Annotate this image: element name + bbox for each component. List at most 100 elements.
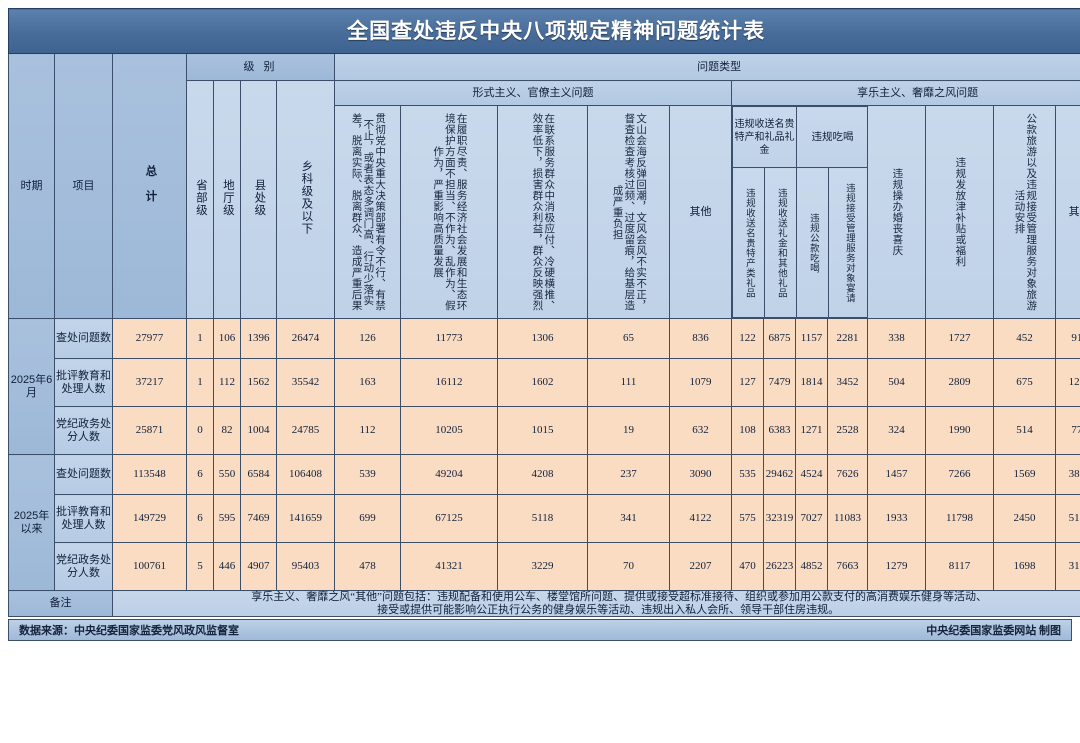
table-row: 党纪政务处分人数 25871 0 82 1004 24785 112 10205… bbox=[9, 406, 1080, 455]
note-body-cell: 享乐主义、奢靡之风“其他”问题包括：违规配备和使用公车、楼堂馆所问题、提供或接受… bbox=[111, 589, 1080, 618]
cell-hedo6-b1-r1: 2450 bbox=[993, 494, 1056, 543]
cell-hedo5-b1-r1: 11798 bbox=[925, 494, 994, 543]
cell-hedo4-b1-r0: 1457 bbox=[867, 454, 926, 495]
header-item: 项目 bbox=[54, 53, 113, 319]
cell-hedo2-b1-r0: 4524 bbox=[795, 454, 828, 495]
cell-form0-b1-r0: 539 bbox=[334, 454, 401, 495]
cell-form2-b1-r0: 4208 bbox=[497, 454, 588, 495]
note-label: 备注 bbox=[49, 597, 72, 610]
cell-hedo6-b1-r0: 1569 bbox=[993, 454, 1056, 495]
cell-hedo0-b1-r1: 575 bbox=[731, 494, 764, 543]
cell-hedo1-b0-r1: 7479 bbox=[763, 358, 796, 407]
header-col-banquet: 违规接受管理服务对象宴请 bbox=[828, 167, 869, 318]
table-row: 党纪政务处分人数 100761 5 446 4907 95403 478 413… bbox=[9, 542, 1080, 591]
cell-level1-b1-r1: 595 bbox=[213, 494, 241, 543]
header-col-formalism-3-label: 在联系服务群众中消极应付、冷硬横推、效率低下，损害群众利益，群众反映强烈 bbox=[531, 113, 555, 311]
cell-form3-b1-r0: 237 bbox=[587, 454, 670, 495]
table-row: 批评教育和处理人数 149729 6 595 7469 141659 699 6… bbox=[9, 494, 1080, 543]
note-line-1: 享乐主义、奢靡之风“其他”问题包括：违规配备和使用公车、楼堂馆所问题、提供或接受… bbox=[251, 591, 987, 603]
cell-level0-b1-r2: 5 bbox=[186, 542, 214, 591]
header-col-wedding-funeral: 违规操办婚丧喜庆 bbox=[867, 105, 926, 319]
cell-form0-b0-r2: 112 bbox=[334, 406, 401, 455]
header-col-formalism-other: 其他 bbox=[669, 105, 732, 319]
cell-form2-b1-r2: 3229 bbox=[497, 542, 588, 591]
cell-hedo2-b1-r2: 4852 bbox=[795, 542, 828, 591]
header-hedonism-sub-row: 违规收送名贵特产类礼品 违规收送礼金和其他礼品 违规公款吃喝 违规接受管理服务对… bbox=[732, 167, 869, 318]
header-col-hedonism-other: 其他 bbox=[1054, 105, 1080, 319]
cell-hedo3-b1-r2: 7663 bbox=[827, 542, 868, 591]
header-col-public-funds-dining: 违规公款吃喝 bbox=[796, 167, 829, 318]
header-col-gift-money-label: 违规收送礼金和其他礼品 bbox=[775, 187, 786, 298]
header-col-formalism-2-label: 在履职尽责、服务经济社会发展和生态环境保护方面不担当、不作为、乱作为、假作为，严… bbox=[432, 113, 467, 311]
header-group-gift: 违规收送名贵特产和礼品礼金 bbox=[732, 106, 797, 168]
cell-form2-b0-r0: 1306 bbox=[497, 318, 588, 359]
cell-hedo3-b0-r0: 2281 bbox=[827, 318, 868, 359]
header-col-gift-money: 违规收送礼金和其他礼品 bbox=[764, 167, 797, 318]
cell-level2-b1-r0: 6584 bbox=[240, 454, 277, 495]
cell-form3-b1-r2: 70 bbox=[587, 542, 670, 591]
note-label-cell: 备注 bbox=[8, 589, 113, 618]
cell-total-b0-r2: 25871 bbox=[112, 406, 187, 455]
cell-form4-b1-r1: 4122 bbox=[669, 494, 732, 543]
header-level-xiang-ke-label: 乡科级及以下 bbox=[300, 160, 313, 236]
header-period-label: 时期 bbox=[20, 179, 43, 192]
cell-form4-b0-r1: 1079 bbox=[669, 358, 732, 407]
header-col-banquet-label: 违规接受管理服务对象宴请 bbox=[843, 182, 854, 303]
header-col-allowance: 违规发放津补贴或福利 bbox=[925, 105, 994, 319]
cell-form4-b1-r0: 3090 bbox=[669, 454, 732, 495]
row-label-b0-r1: 批评教育和处理人数 bbox=[54, 358, 113, 407]
cell-form1-b0-r0: 11773 bbox=[400, 318, 498, 359]
header-col-formalism-4: 文山会海反弹回潮，文风会风不实不正，督查检查考核过频、过度留痕，给基层造成严重负… bbox=[587, 105, 670, 319]
period-cell-2025-ytd: 2025年以来 bbox=[8, 454, 55, 591]
cell-level0-b0-r0: 1 bbox=[186, 318, 214, 359]
cell-form3-b0-r1: 111 bbox=[587, 358, 670, 407]
header-hedonism-nested: 违规收送名贵特产和礼品礼金 违规吃喝 违规收送名贵特产类礼品 违规收送礼金和其他… bbox=[732, 106, 869, 319]
header-col-gift-specialty-label: 违规收送名贵特产类礼品 bbox=[743, 187, 754, 298]
source-bar: 数据来源：中央纪委国家监委党风政风监督室 中央纪委国家监委网站 制图 bbox=[8, 619, 1072, 642]
header-level-group-label: 级 别 bbox=[243, 60, 278, 73]
row-label-b1-r0: 查处问题数 bbox=[54, 454, 113, 495]
cell-form1-b1-r2: 41321 bbox=[400, 542, 498, 591]
cell-form3-b0-r0: 65 bbox=[587, 318, 670, 359]
cell-hedo4-b1-r2: 1279 bbox=[867, 542, 926, 591]
cell-form4-b0-r2: 632 bbox=[669, 406, 732, 455]
statistics-table: 全国查处违反中央八项规定精神问题统计表 时期 项目 总 计 级 别 问题类型 bbox=[7, 8, 1080, 618]
cell-form1-b1-r1: 67125 bbox=[400, 494, 498, 543]
header-level-di-ting-label: 地厅级 bbox=[221, 178, 234, 217]
cell-hedo1-b0-r0: 6875 bbox=[763, 318, 796, 359]
cell-form0-b0-r0: 126 bbox=[334, 318, 401, 359]
cell-level0-b0-r2: 0 bbox=[186, 406, 214, 455]
cell-hedo1-b1-r2: 26223 bbox=[763, 542, 796, 591]
cell-level1-b0-r0: 106 bbox=[213, 318, 241, 359]
header-col-hedonism-other-label: 其他 bbox=[1068, 205, 1080, 218]
cell-hedo7-b0-r1: 1290 bbox=[1054, 358, 1080, 407]
cell-form1-b0-r1: 16112 bbox=[400, 358, 498, 407]
cell-hedo6-b0-r2: 514 bbox=[993, 406, 1056, 455]
cell-hedo5-b0-r2: 1990 bbox=[925, 406, 994, 455]
cell-form4-b1-r2: 2207 bbox=[669, 542, 732, 591]
cell-form2-b0-r1: 1602 bbox=[497, 358, 588, 407]
cell-hedo1-b1-r1: 32319 bbox=[763, 494, 796, 543]
cell-total-b0-r1: 37217 bbox=[112, 358, 187, 407]
row-label-b1-r1: 批评教育和处理人数 bbox=[54, 494, 113, 543]
table-title-cell: 全国查处违反中央八项规定精神问题统计表 bbox=[7, 8, 1080, 54]
cell-hedo7-b0-r0: 919 bbox=[1054, 318, 1080, 359]
header-col-public-funds-dining-label: 违规公款吃喝 bbox=[807, 212, 818, 273]
cell-form2-b1-r1: 5118 bbox=[497, 494, 588, 543]
note-row: 备注 享乐主义、奢靡之风“其他”问题包括：违规配备和使用公车、楼堂馆所问题、提供… bbox=[8, 589, 1080, 618]
cell-hedo3-b1-r0: 7626 bbox=[827, 454, 868, 495]
cell-hedo3-b0-r2: 2528 bbox=[827, 406, 868, 455]
cell-hedo3-b1-r1: 11083 bbox=[827, 494, 868, 543]
cell-level2-b0-r0: 1396 bbox=[240, 318, 277, 359]
header-group-hedonism-label: 享乐主义、奢靡之风问题 bbox=[857, 86, 979, 99]
header-level-sheng-bu-label: 省部级 bbox=[194, 178, 207, 217]
cell-total-b1-r1: 149729 bbox=[112, 494, 187, 543]
cell-hedo2-b0-r1: 1814 bbox=[795, 358, 828, 407]
cell-hedo2-b0-r0: 1157 bbox=[795, 318, 828, 359]
cell-level3-b1-r2: 95403 bbox=[276, 542, 335, 591]
header-hedonism-subgroup-row: 违规收送名贵特产和礼品礼金 违规吃喝 bbox=[732, 106, 869, 168]
header-group-formalism-label: 形式主义、官僚主义问题 bbox=[472, 86, 594, 99]
cell-hedo4-b0-r2: 324 bbox=[867, 406, 926, 455]
